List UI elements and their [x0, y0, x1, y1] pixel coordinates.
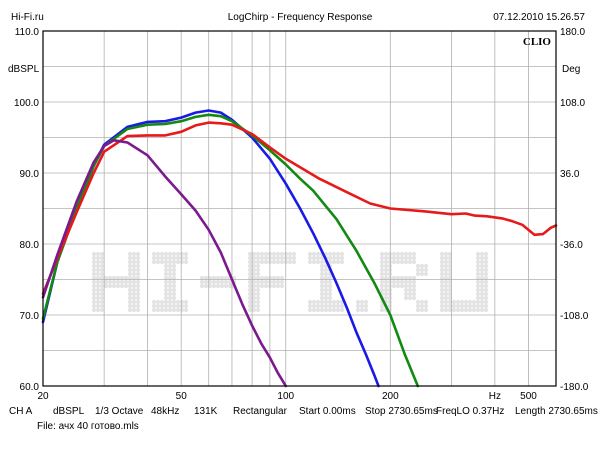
- setting-label: 48kHz: [151, 406, 179, 417]
- x-tick-label: 100: [277, 391, 294, 402]
- y2-tick-label: -180.0: [560, 382, 589, 393]
- y2-tick-label: -36.0: [560, 240, 583, 251]
- setting-label: dBSPL: [53, 406, 85, 417]
- clio-logo: CLIO: [523, 36, 552, 48]
- x-tick-label: Hz: [489, 391, 501, 402]
- measurement-settings: CH A dBSPL 1/3 Octave 48kHz 131K Rectangular S…: [9, 406, 598, 417]
- x-tick-label: 20: [37, 391, 49, 402]
- file-name: File: ачх 40 готово.mls: [37, 421, 139, 432]
- x-tick-label: 500: [520, 391, 537, 402]
- chart-title: LogChirp - Frequency Response: [228, 12, 373, 23]
- timestamp: 07.12.2010 15.26.57: [493, 12, 585, 23]
- y2-axis-label: Deg: [562, 64, 580, 75]
- y-tick-label: 80.0: [20, 240, 40, 251]
- y2-tick-label: 108.0: [560, 98, 585, 109]
- series-line-red: [41, 121, 558, 296]
- setting-label: Rectangular: [233, 406, 288, 417]
- plot-frame: [42, 30, 557, 387]
- y-axis-label: dBSPL: [8, 64, 40, 75]
- y-tick-label: 70.0: [20, 311, 40, 322]
- series-line-purple: [41, 139, 288, 388]
- x-tick-label: 50: [176, 391, 188, 402]
- y-tick-label: 90.0: [20, 169, 40, 180]
- setting-label: FreqLO 0.37Hz: [436, 406, 504, 417]
- y2-tick-label: -108.0: [560, 311, 589, 322]
- y-tick-label: 110.0: [15, 27, 40, 38]
- setting-label: Start 0.00ms: [299, 406, 356, 417]
- site-label: Hi-Fi.ru: [11, 12, 44, 23]
- y-tick-label: 100.0: [14, 98, 39, 109]
- y2-tick-label: 36.0: [560, 169, 580, 180]
- y-tick-label: 60.0: [20, 382, 40, 393]
- setting-label: Length 2730.65ms: [515, 406, 598, 417]
- plot-grid: [43, 31, 556, 386]
- setting-label: Stop 2730.65ms: [365, 406, 438, 417]
- setting-label: CH A: [9, 406, 33, 417]
- setting-label: 1/3 Octave: [95, 406, 144, 417]
- axis-ticks: 60.0 70.0 80.0 90.0 100.0 110.0 -180.0 -108.0 -3…: [14, 27, 589, 402]
- y2-tick-label: 180.0: [560, 27, 585, 38]
- hifi-watermark: [91, 251, 489, 313]
- plot-series: [41, 109, 558, 388]
- setting-label: 131K: [194, 406, 218, 417]
- x-tick-label: 200: [382, 391, 399, 402]
